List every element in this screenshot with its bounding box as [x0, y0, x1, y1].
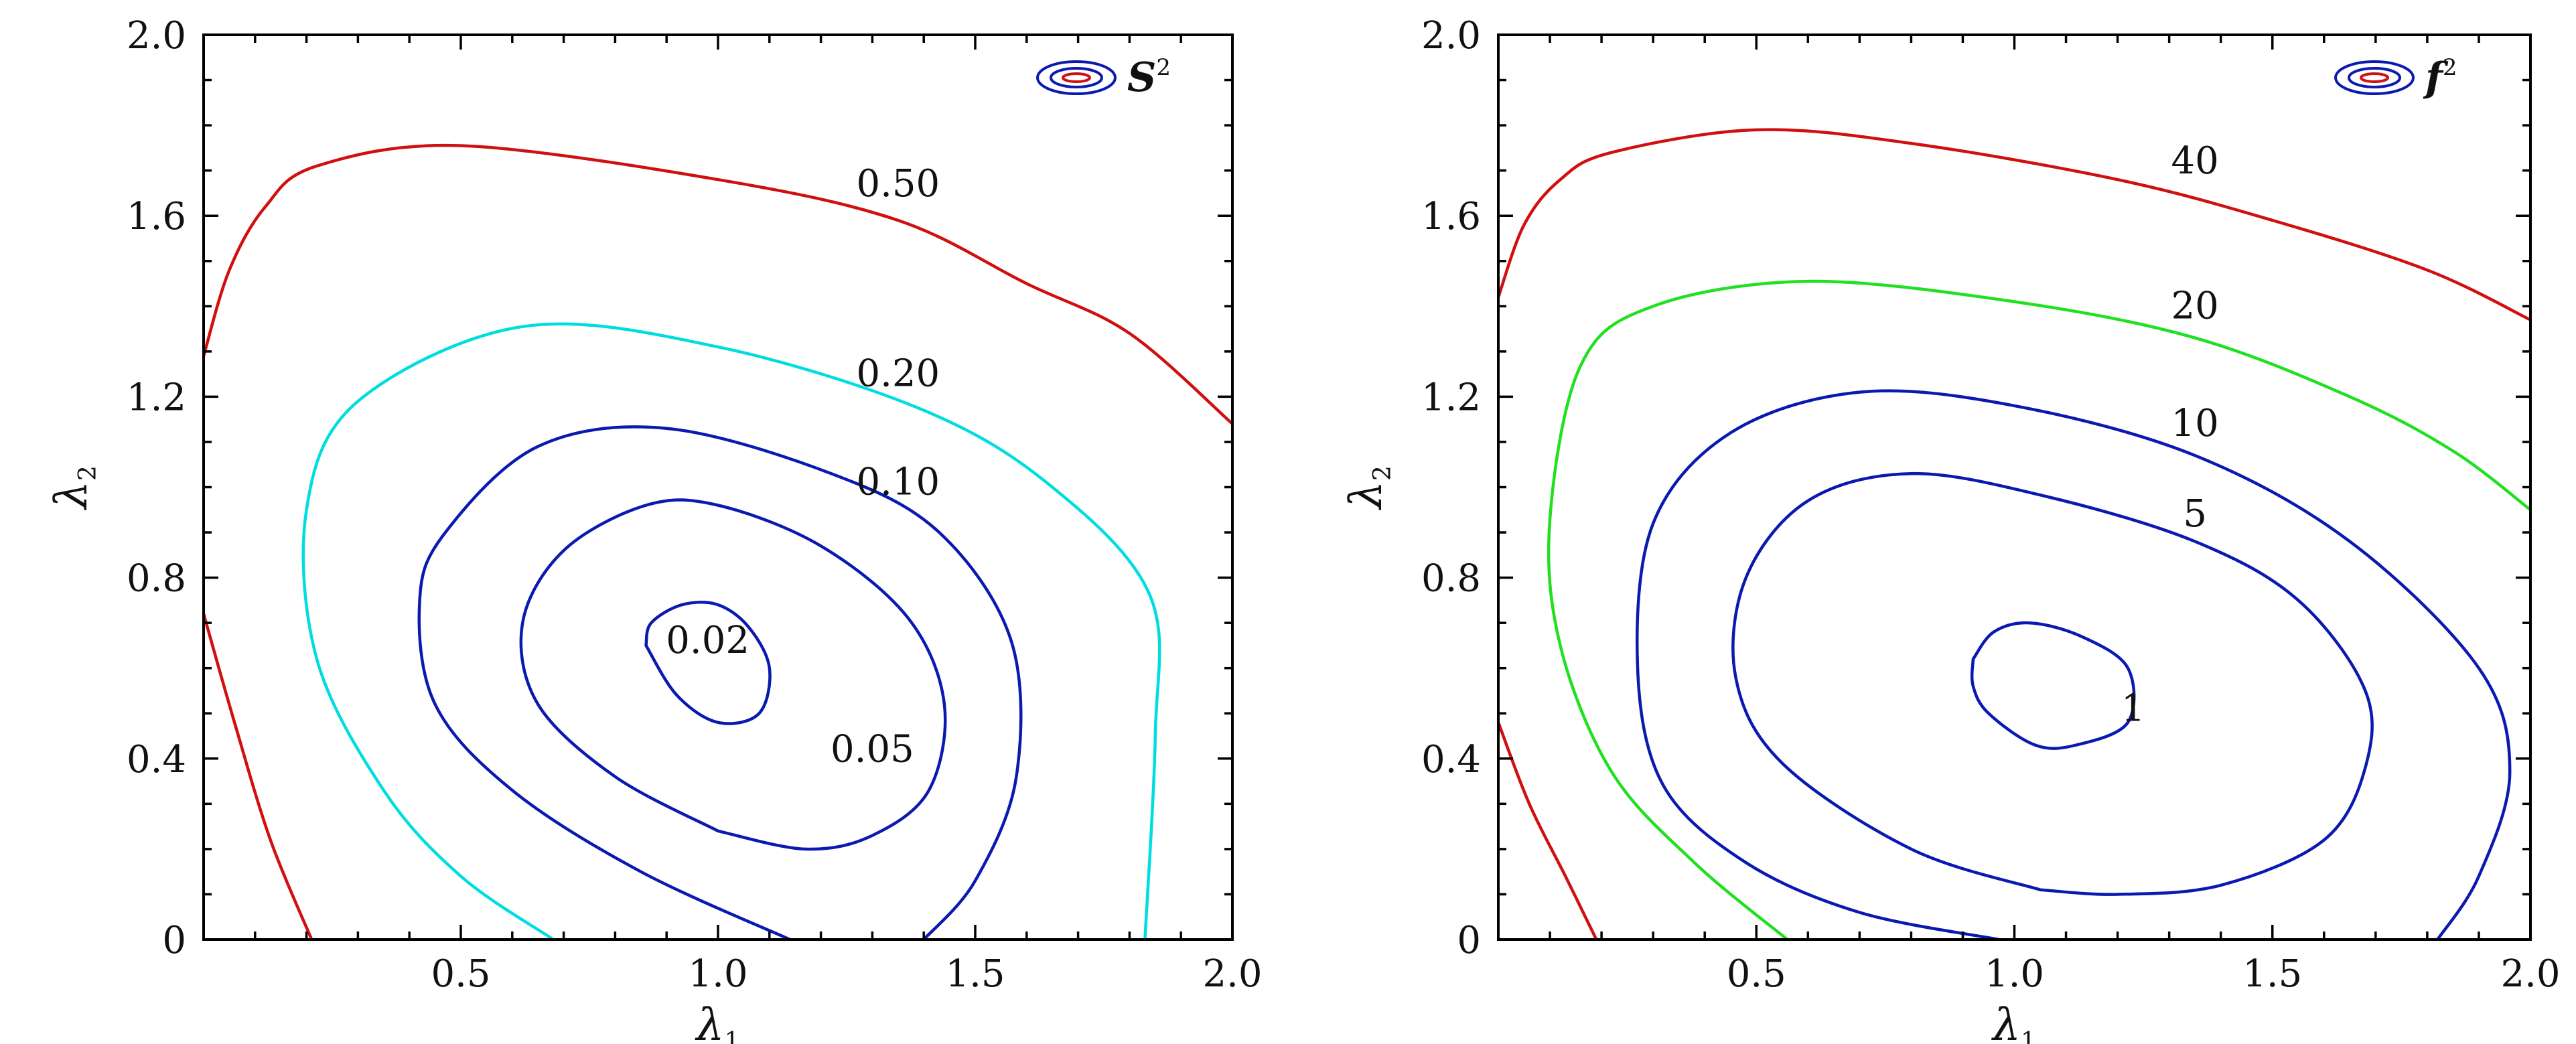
x-axis-label: λ1	[1991, 999, 2036, 1044]
y-tick-label: 1.6	[127, 195, 186, 238]
legend-label: f2	[2423, 54, 2457, 101]
contour-line-0.50	[204, 143, 1232, 426]
contour-label-10: 10	[2171, 402, 2219, 445]
legend-label: S2	[1127, 54, 1171, 101]
contour-line-40	[1498, 721, 1598, 940]
x-tick-label: 1.0	[688, 952, 747, 996]
y-tick-label: 2.0	[127, 14, 186, 58]
left-contour-panel: 0.50 0.20 0.10 0.05 0.02 0.5 1.0 1.5 2.0 0 0.4 0.8 1…	[46, 14, 1263, 1044]
legend: S2	[1036, 54, 1171, 101]
y-tick-label: 0.8	[127, 557, 186, 601]
y-tick-label: 0.4	[127, 738, 186, 781]
x-tick-label: 0.5	[1727, 952, 1786, 996]
legend-contour-icon	[2334, 60, 2415, 95]
contour-line-20	[1547, 279, 2530, 940]
contour-line-1	[1970, 621, 2136, 750]
x-tick-label: 1.5	[945, 952, 1005, 996]
contour-lines	[204, 143, 1232, 940]
contour-label-0.20: 0.20	[856, 352, 940, 396]
contour-label-0.05: 0.05	[831, 727, 914, 771]
contour-label-0.10: 0.10	[856, 461, 940, 504]
contour-line-40	[1498, 128, 2530, 321]
x-tick-label: 0.5	[431, 952, 490, 996]
contour-label-0.50: 0.50	[856, 162, 940, 206]
legend-contour-icon	[2348, 67, 2401, 88]
axis-ticks	[1497, 33, 2532, 941]
y-axis-label: λ2	[1340, 465, 1397, 511]
contour-line-0.02	[644, 601, 772, 725]
contour-line-0.50	[204, 612, 313, 940]
right-contour-panel: 40 20 10 5 1 0.5 1.0 1.5 2.0 0 0.4 0.8 1.2 1.6 2.0 λ1 λ2…	[1340, 14, 2561, 1044]
y-tick-label: 1.2	[127, 376, 186, 419]
plot-frame	[202, 33, 1234, 941]
y-tick-label: 1.2	[1421, 376, 1481, 419]
contour-line-10	[1635, 389, 2512, 940]
y-tick-label: 1.6	[1421, 195, 1481, 238]
legend-contour-icon	[2360, 72, 2389, 83]
x-tick-label: 2.0	[1202, 952, 1262, 996]
axis-ticks	[202, 33, 1234, 941]
contour-label-1: 1	[2121, 686, 2145, 730]
x-tick-label: 1.0	[1985, 952, 2044, 996]
x-tick-label: 2.0	[2500, 952, 2560, 996]
contour-line-0.10	[417, 425, 1023, 940]
contour-line-0.20	[301, 322, 1161, 940]
y-axis-label: λ2	[46, 465, 102, 511]
contour-label-0.02: 0.02	[666, 619, 749, 662]
legend-contour-icon	[1036, 60, 1117, 95]
y-tick-label: 0	[1457, 919, 1481, 962]
x-tick-label: 1.5	[2242, 952, 2302, 996]
contour-lines	[1498, 128, 2530, 940]
contour-label-40: 40	[2171, 139, 2219, 183]
y-tick-label: 0.8	[1421, 557, 1481, 601]
contour-line-5	[1731, 471, 2374, 896]
contour-label-5: 5	[2183, 492, 2207, 536]
legend-contour-icon	[1050, 67, 1103, 88]
plot-frame	[1497, 33, 2532, 941]
y-tick-label: 2.0	[1421, 14, 1481, 58]
contour-label-20: 20	[2171, 284, 2219, 327]
y-tick-label: 0.4	[1421, 738, 1481, 781]
legend-contour-icon	[1062, 72, 1091, 83]
contour-line-0.05	[519, 498, 947, 851]
x-axis-label: λ1	[695, 999, 740, 1044]
legend: f2	[2334, 54, 2457, 101]
y-tick-label: 0	[162, 919, 186, 962]
